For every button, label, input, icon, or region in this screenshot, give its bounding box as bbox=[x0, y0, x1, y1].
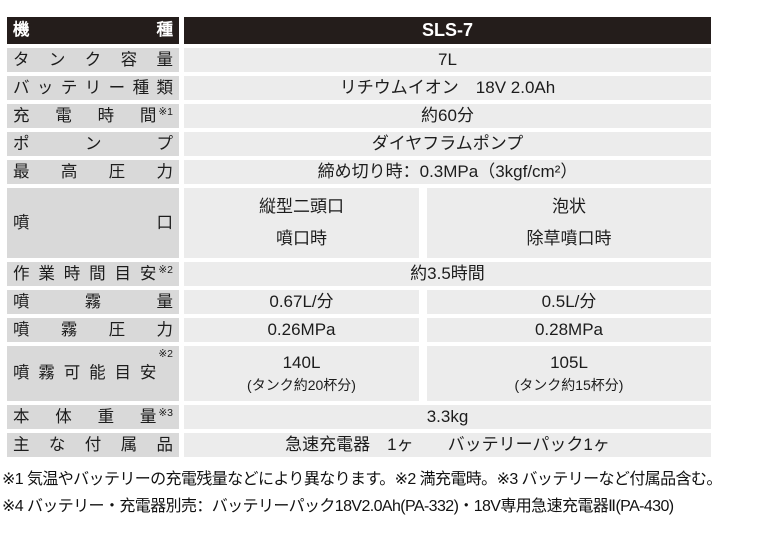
row-label-cell: 充電時間 ※1 bbox=[7, 104, 179, 128]
row-value-cell: 急速充電器 1ヶ バッテリーパック1ヶ bbox=[184, 433, 711, 457]
row-value: 締め切り時：0.3MPa（3kgf/cm²） bbox=[317, 162, 578, 182]
row-label-cell: タンク容量 bbox=[7, 48, 179, 72]
table-row-pump: ポンプ ダイヤフラムポンプ bbox=[7, 132, 711, 156]
model-name: SLS-7 bbox=[421, 20, 473, 41]
header-label-cell: 機種 bbox=[7, 17, 179, 44]
nozzle-right-cell: 泡状 除草噴口時 bbox=[427, 188, 711, 258]
row-value: ダイヤフラムポンプ bbox=[371, 134, 524, 154]
row-label: 噴霧圧力 bbox=[13, 320, 173, 339]
footnote-line-2: ※4 バッテリー・充電器別売：バッテリーパック18V2.0Ah(PA-332)・… bbox=[2, 498, 674, 515]
row-value-cell: 3.3kg bbox=[184, 405, 711, 429]
row-value: 7L bbox=[438, 50, 457, 70]
table-row-sprayable-amount: 噴霧可能目安 ※2 140L (タンク約20杯分) 105L (タンク約15杯分… bbox=[7, 346, 711, 401]
row-label-note: ※2 bbox=[158, 348, 173, 360]
spray-pressure-right-cell: 0.28MPa bbox=[427, 318, 711, 342]
spray-volume-left-cell: 0.67L/分 bbox=[184, 290, 419, 314]
nozzle-left-line2: 噴口時 bbox=[276, 229, 327, 248]
row-value-cell: リチウムイオン 18V 2.0Ah bbox=[184, 76, 711, 100]
sprayable-left-line2: (タンク約20杯分) bbox=[247, 377, 356, 394]
row-label-note: ※2 bbox=[158, 264, 173, 276]
row-label: 充電時間 bbox=[13, 106, 157, 125]
row-label: 噴霧可能目安 bbox=[13, 364, 157, 383]
row-label-note: ※3 bbox=[158, 407, 173, 419]
table-row-battery-type: バッテリー種類 リチウムイオン 18V 2.0Ah bbox=[7, 76, 711, 100]
row-value: 約3.5時間 bbox=[410, 264, 485, 284]
sprayable-left-line1: 140L bbox=[282, 352, 321, 372]
row-label-cell: バッテリー種類 bbox=[7, 76, 179, 100]
table-row-weight: 本体重量 ※3 3.3kg bbox=[7, 405, 711, 429]
table-row-accessories: 主な付属品 急速充電器 1ヶ バッテリーパック1ヶ bbox=[7, 433, 711, 457]
table-row-spray-pressure: 噴霧圧力 0.26MPa 0.28MPa bbox=[7, 318, 711, 342]
spray-volume-right: 0.5L/分 bbox=[541, 292, 597, 312]
spray-volume-left: 0.67L/分 bbox=[269, 292, 334, 312]
row-value-cell: 約3.5時間 bbox=[184, 262, 711, 286]
nozzle-right-line1: 泡状 bbox=[552, 196, 586, 216]
row-value-cell: 7L bbox=[184, 48, 711, 72]
row-value: 急速充電器 1ヶ バッテリーパック1ヶ bbox=[285, 435, 610, 455]
row-label: バッテリー種類 bbox=[13, 78, 173, 97]
spray-pressure-right: 0.28MPa bbox=[534, 320, 604, 340]
table-header-row: 機種 SLS-7 bbox=[7, 17, 711, 44]
row-value: 3.3kg bbox=[426, 407, 469, 427]
nozzle-left-cell: 縦型二頭口 噴口時 bbox=[184, 188, 419, 258]
table-row-max-pressure: 最高圧力 締め切り時：0.3MPa（3kgf/cm²） bbox=[7, 160, 711, 184]
row-label: 主な付属品 bbox=[13, 435, 173, 454]
row-label-cell: 噴霧圧力 bbox=[7, 318, 179, 342]
table-row-spray-volume: 噴霧量 0.67L/分 0.5L/分 bbox=[7, 290, 711, 314]
table-row-charge-time: 充電時間 ※1 約60分 bbox=[7, 104, 711, 128]
row-label: 作業時間目安 bbox=[13, 264, 157, 283]
model-name-cell: SLS-7 bbox=[184, 17, 711, 44]
spray-pressure-left: 0.26MPa bbox=[267, 320, 336, 340]
sprayable-right-line2: (タンク約15杯分) bbox=[514, 377, 624, 394]
row-label-cell: 最高圧力 bbox=[7, 160, 179, 184]
row-value-cell: 約60分 bbox=[184, 104, 711, 128]
row-label: 噴口 bbox=[13, 213, 173, 232]
row-label: ポンプ bbox=[13, 134, 173, 153]
row-label-cell: 噴口 bbox=[7, 188, 179, 258]
row-label: 噴霧量 bbox=[13, 292, 173, 311]
row-label: 本体重量 bbox=[13, 407, 157, 426]
row-label-cell: 噴霧量 bbox=[7, 290, 179, 314]
row-value: リチウムイオン 18V 2.0Ah bbox=[339, 78, 556, 98]
spray-volume-right-cell: 0.5L/分 bbox=[427, 290, 711, 314]
sprayable-right-line1: 105L bbox=[550, 352, 588, 372]
footnote-line-1: ※1 気温やバッテリーの充電残量などにより異なります。※2 満充電時。※3 バッ… bbox=[2, 471, 722, 488]
row-label-cell: ポンプ bbox=[7, 132, 179, 156]
spray-pressure-left-cell: 0.26MPa bbox=[184, 318, 419, 342]
row-label-note: ※1 bbox=[158, 106, 173, 118]
footnotes: ※1 気温やバッテリーの充電残量などにより異なります。※2 満充電時。※3 バッ… bbox=[2, 466, 765, 520]
row-label-cell: 本体重量 ※3 bbox=[7, 405, 179, 429]
header-label: 機種 bbox=[13, 21, 173, 40]
nozzle-left-line1: 縦型二頭口 bbox=[259, 196, 344, 216]
row-label-cell: 主な付属品 bbox=[7, 433, 179, 457]
nozzle-right-line2: 除草噴口時 bbox=[526, 229, 612, 248]
sprayable-left-cell: 140L (タンク約20杯分) bbox=[184, 346, 419, 401]
sprayable-right-cell: 105L (タンク約15杯分) bbox=[427, 346, 711, 401]
row-value-cell: ダイヤフラムポンプ bbox=[184, 132, 711, 156]
table-row-work-time: 作業時間目安 ※2 約3.5時間 bbox=[7, 262, 711, 286]
table-row-tank-capacity: タンク容量 7L bbox=[7, 48, 711, 72]
row-label-cell: 噴霧可能目安 ※2 bbox=[7, 346, 179, 401]
product-spec-table: 機種 SLS-7 タンク容量 7L バッテリー種類 リチウムイオン 18V 2.… bbox=[7, 17, 711, 461]
row-label: タンク容量 bbox=[13, 50, 173, 69]
row-value: 約60分 bbox=[421, 106, 474, 126]
table-row-nozzle: 噴口 縦型二頭口 噴口時 泡状 除草噴口時 bbox=[7, 188, 711, 258]
row-label: 最高圧力 bbox=[13, 162, 173, 181]
row-label-cell: 作業時間目安 ※2 bbox=[7, 262, 179, 286]
row-value-cell: 締め切り時：0.3MPa（3kgf/cm²） bbox=[184, 160, 711, 184]
